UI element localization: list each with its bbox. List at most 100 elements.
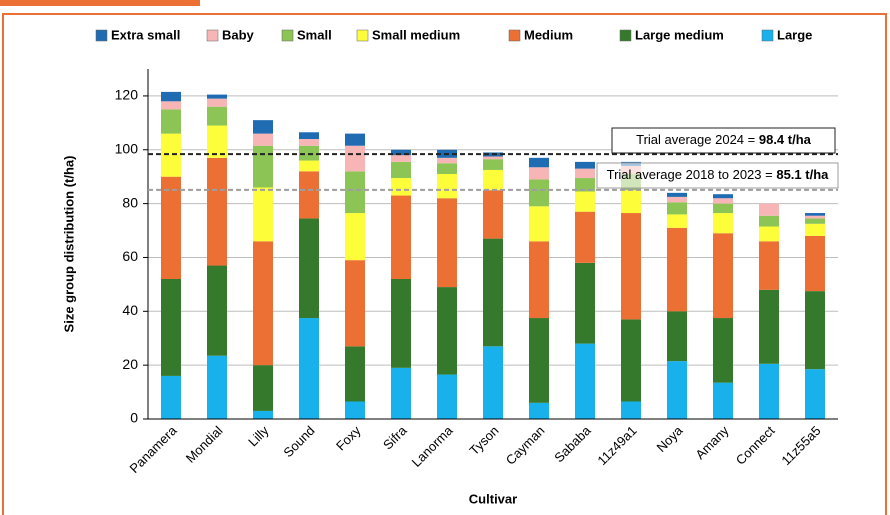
bar-segment	[575, 168, 595, 179]
legend-label: Large medium	[635, 27, 724, 42]
bar-segment	[253, 187, 273, 242]
y-tick-label: 20	[122, 356, 138, 372]
bar-segment	[759, 226, 779, 242]
bar-segment	[391, 178, 411, 196]
bar-segment	[529, 206, 549, 242]
bar-segment	[667, 361, 687, 419]
bar-segment	[345, 133, 365, 146]
bar-segment	[529, 157, 549, 168]
reference-value: 85.1 t/ha	[776, 167, 829, 182]
bar-segment	[805, 291, 825, 370]
reference-label-text: Trial average 2024 =	[636, 132, 755, 147]
reference-label: Trial average 2024 = 98.4 t/ha	[636, 132, 812, 147]
bar-segment	[299, 218, 319, 319]
bar-segment	[667, 202, 687, 215]
bar-segment	[759, 203, 779, 216]
bar-segment	[667, 196, 687, 203]
bar-segment	[391, 279, 411, 368]
legend-swatch	[356, 29, 369, 42]
bar-segment	[713, 194, 733, 199]
bar-segment	[391, 161, 411, 179]
bar-segment	[161, 279, 181, 376]
bar-segment	[805, 218, 825, 224]
bar-segment	[253, 365, 273, 411]
bar-segment	[483, 190, 503, 239]
bar-segment	[391, 149, 411, 156]
bar-segment	[713, 198, 733, 204]
bar-segment	[575, 191, 595, 212]
bar-segment	[253, 145, 273, 188]
bar-segment	[437, 374, 457, 419]
bar-segment	[299, 132, 319, 139]
bar-segment	[529, 402, 549, 419]
legend-swatch	[95, 29, 108, 42]
legend-swatch	[508, 29, 521, 42]
legend-swatch	[619, 29, 632, 42]
bar-segment	[575, 343, 595, 419]
bar-segment	[529, 318, 549, 403]
legend-label: Large	[777, 27, 812, 42]
bar-segment	[391, 195, 411, 279]
bar-segment	[759, 363, 779, 419]
bar-segment	[207, 157, 227, 266]
bar-segment	[253, 241, 273, 366]
bar-segment	[299, 160, 319, 172]
legend-label: Baby	[222, 27, 255, 42]
bar-segment	[345, 213, 365, 261]
bar-segment	[161, 109, 181, 134]
legend-swatch	[281, 29, 294, 42]
bar-segment	[253, 120, 273, 134]
bar-segment	[667, 192, 687, 197]
bar-segment	[391, 155, 411, 162]
bar-segment	[713, 213, 733, 234]
legend-swatch	[761, 29, 774, 42]
bar-segment	[207, 94, 227, 99]
bar-segment	[207, 106, 227, 126]
bar-segment	[805, 213, 825, 216]
bar-segment	[483, 238, 503, 347]
bar-segment	[621, 213, 641, 320]
x-axis-title: Cultivar	[469, 491, 517, 506]
bar-segment	[621, 190, 641, 214]
bar-segment	[483, 346, 503, 419]
bar-segment	[759, 289, 779, 364]
bar-segment	[759, 241, 779, 290]
bar-segment	[345, 401, 365, 419]
bar-segment	[299, 171, 319, 219]
bar-segment	[667, 214, 687, 228]
panel-frame	[2, 13, 887, 515]
bar-segment	[529, 167, 549, 180]
reference-label-box	[596, 162, 839, 189]
bar-segment	[391, 367, 411, 419]
bar-segment	[161, 176, 181, 279]
bar-segment	[575, 211, 595, 263]
bar-segment	[207, 98, 227, 107]
bar-segment	[713, 318, 733, 383]
bar-segment	[575, 178, 595, 192]
legend-label: Small	[297, 27, 332, 42]
bar-segment	[529, 179, 549, 207]
bar-segment	[483, 169, 503, 191]
bar-segment	[575, 161, 595, 169]
bar-segment	[437, 174, 457, 199]
legend-label: Extra small	[111, 27, 180, 42]
bar-segment	[805, 215, 825, 219]
bar-segment	[805, 369, 825, 419]
bar-segment	[667, 311, 687, 362]
reference-label: Trial average 2018 to 2023 = 85.1 t/ha	[607, 167, 830, 182]
bar-segment	[437, 157, 457, 164]
bar-segment	[437, 287, 457, 375]
bar-segment	[253, 410, 273, 419]
bar-segment	[805, 235, 825, 292]
reference-value: 98.4 t/ha	[759, 132, 812, 147]
header-strip	[0, 0, 200, 6]
bar-segment	[437, 198, 457, 288]
bar-segment	[207, 355, 227, 419]
bar-segment	[345, 171, 365, 214]
bar-segment	[759, 215, 779, 227]
y-axis-title: Size group distribution (t/ha)	[61, 156, 76, 333]
y-tick-label: 0	[130, 410, 138, 426]
bar-segment	[713, 203, 733, 214]
bar-segment	[207, 265, 227, 356]
